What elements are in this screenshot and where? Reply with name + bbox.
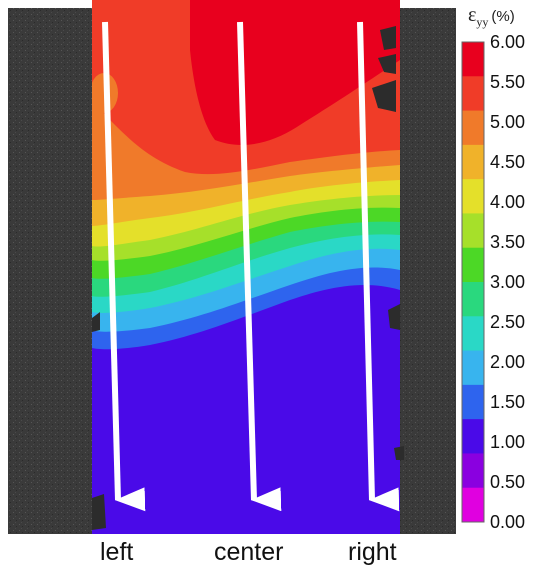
colorbar-swatch <box>462 179 484 214</box>
colorbar-title: εyy (%) <box>468 4 515 29</box>
edge-notch-left-1 <box>92 312 100 332</box>
right-grip <box>396 8 456 534</box>
arrow-left <box>102 21 146 512</box>
edge-notch-right-5 <box>394 446 404 460</box>
colorbar-tick-label: 0.00 <box>490 512 526 532</box>
colorbar-swatch <box>462 110 484 146</box>
colorbar-swatch <box>462 487 484 523</box>
arrow-right <box>357 21 400 512</box>
colorbar-tick-label: 2.50 <box>490 312 526 332</box>
colorbar-tick-label: 1.50 <box>490 392 526 412</box>
colorbar-swatch <box>462 453 484 489</box>
colorbar-swatch <box>462 144 484 180</box>
label-center: center <box>214 538 284 566</box>
colorbar-tick-label: 4.00 <box>490 192 526 212</box>
edge-notch-right-4 <box>388 304 400 330</box>
colorbar-symbol: ε <box>468 4 477 26</box>
left-grip <box>8 8 96 534</box>
colorbar-border <box>461 41 485 523</box>
colorbar-swatch <box>462 247 484 283</box>
colorbar-swatch <box>462 76 484 112</box>
arrow-center <box>237 21 282 512</box>
edge-notch-right-2 <box>378 54 396 74</box>
colorbar-tick-label: 4.50 <box>490 152 526 172</box>
colorbar-swatch <box>462 384 484 420</box>
colorbar-tick-label: 1.00 <box>490 432 526 452</box>
colorbar-swatch <box>462 350 484 386</box>
colorbar-tick-label: 3.00 <box>490 272 526 292</box>
colorbar-tick-label: 5.50 <box>490 72 526 92</box>
colorbar-swatch <box>462 282 484 317</box>
colorbar-unit: (%) <box>491 8 515 25</box>
edge-notch-right-3 <box>372 80 396 112</box>
colorbar-subscript: yy <box>476 15 489 29</box>
label-right: right <box>348 538 397 566</box>
colorbar-tick-label: 3.50 <box>490 232 526 252</box>
edge-notch-left-2 <box>92 494 106 530</box>
colorbar-swatch <box>462 316 484 352</box>
strain-contour-map <box>92 0 400 534</box>
label-left: left <box>100 538 134 566</box>
colorbar-swatch <box>462 213 484 249</box>
edge-notch-right-1 <box>380 26 396 50</box>
colorbar-tick-label: 2.00 <box>490 352 526 372</box>
colorbar-tick-label: 6.00 <box>490 32 526 52</box>
colorbar-swatch <box>462 419 484 454</box>
colorbar-swatch <box>462 42 484 77</box>
colorbar-tick-label: 5.00 <box>490 112 526 132</box>
colorbar-tick-label: 0.50 <box>490 472 526 492</box>
colorbar <box>461 41 485 523</box>
